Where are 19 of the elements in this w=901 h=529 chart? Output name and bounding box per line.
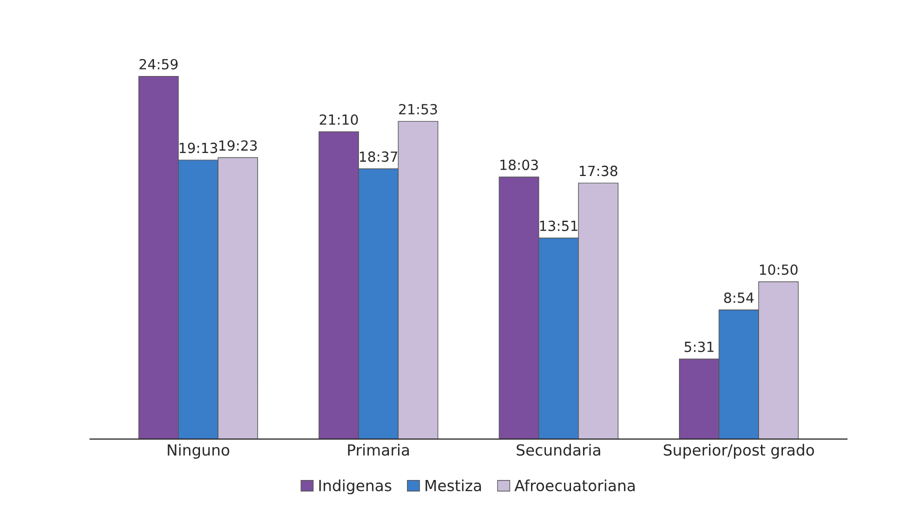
x-tick-label: Superior/post grado (664, 444, 814, 459)
x-tick-label: Primaria (348, 444, 409, 456)
data-label: 24:59 (140, 58, 178, 70)
data-label: 18:37 (360, 151, 398, 162)
data-label: 21:53 (399, 104, 437, 114)
data-label: 13:51 (540, 220, 578, 232)
data-label: 18:03 (500, 160, 538, 170)
data-label: 8:54 (724, 292, 754, 303)
data-label: 17:38 (580, 166, 618, 176)
data-label: 5:31 (684, 342, 714, 352)
data-label: 19:13 (180, 142, 218, 154)
data-label: 10:50 (760, 264, 798, 275)
data-label: 21:10 (320, 114, 358, 125)
x-tick-label: Ninguno (168, 444, 230, 459)
x-tick-label: Secundaria (516, 444, 600, 456)
legend-label: Afroecuatoriana (514, 479, 635, 492)
legend-label: Mestiza (426, 479, 481, 492)
data-label: 19:23 (219, 140, 257, 151)
legend-label: Indigenas (319, 479, 392, 494)
